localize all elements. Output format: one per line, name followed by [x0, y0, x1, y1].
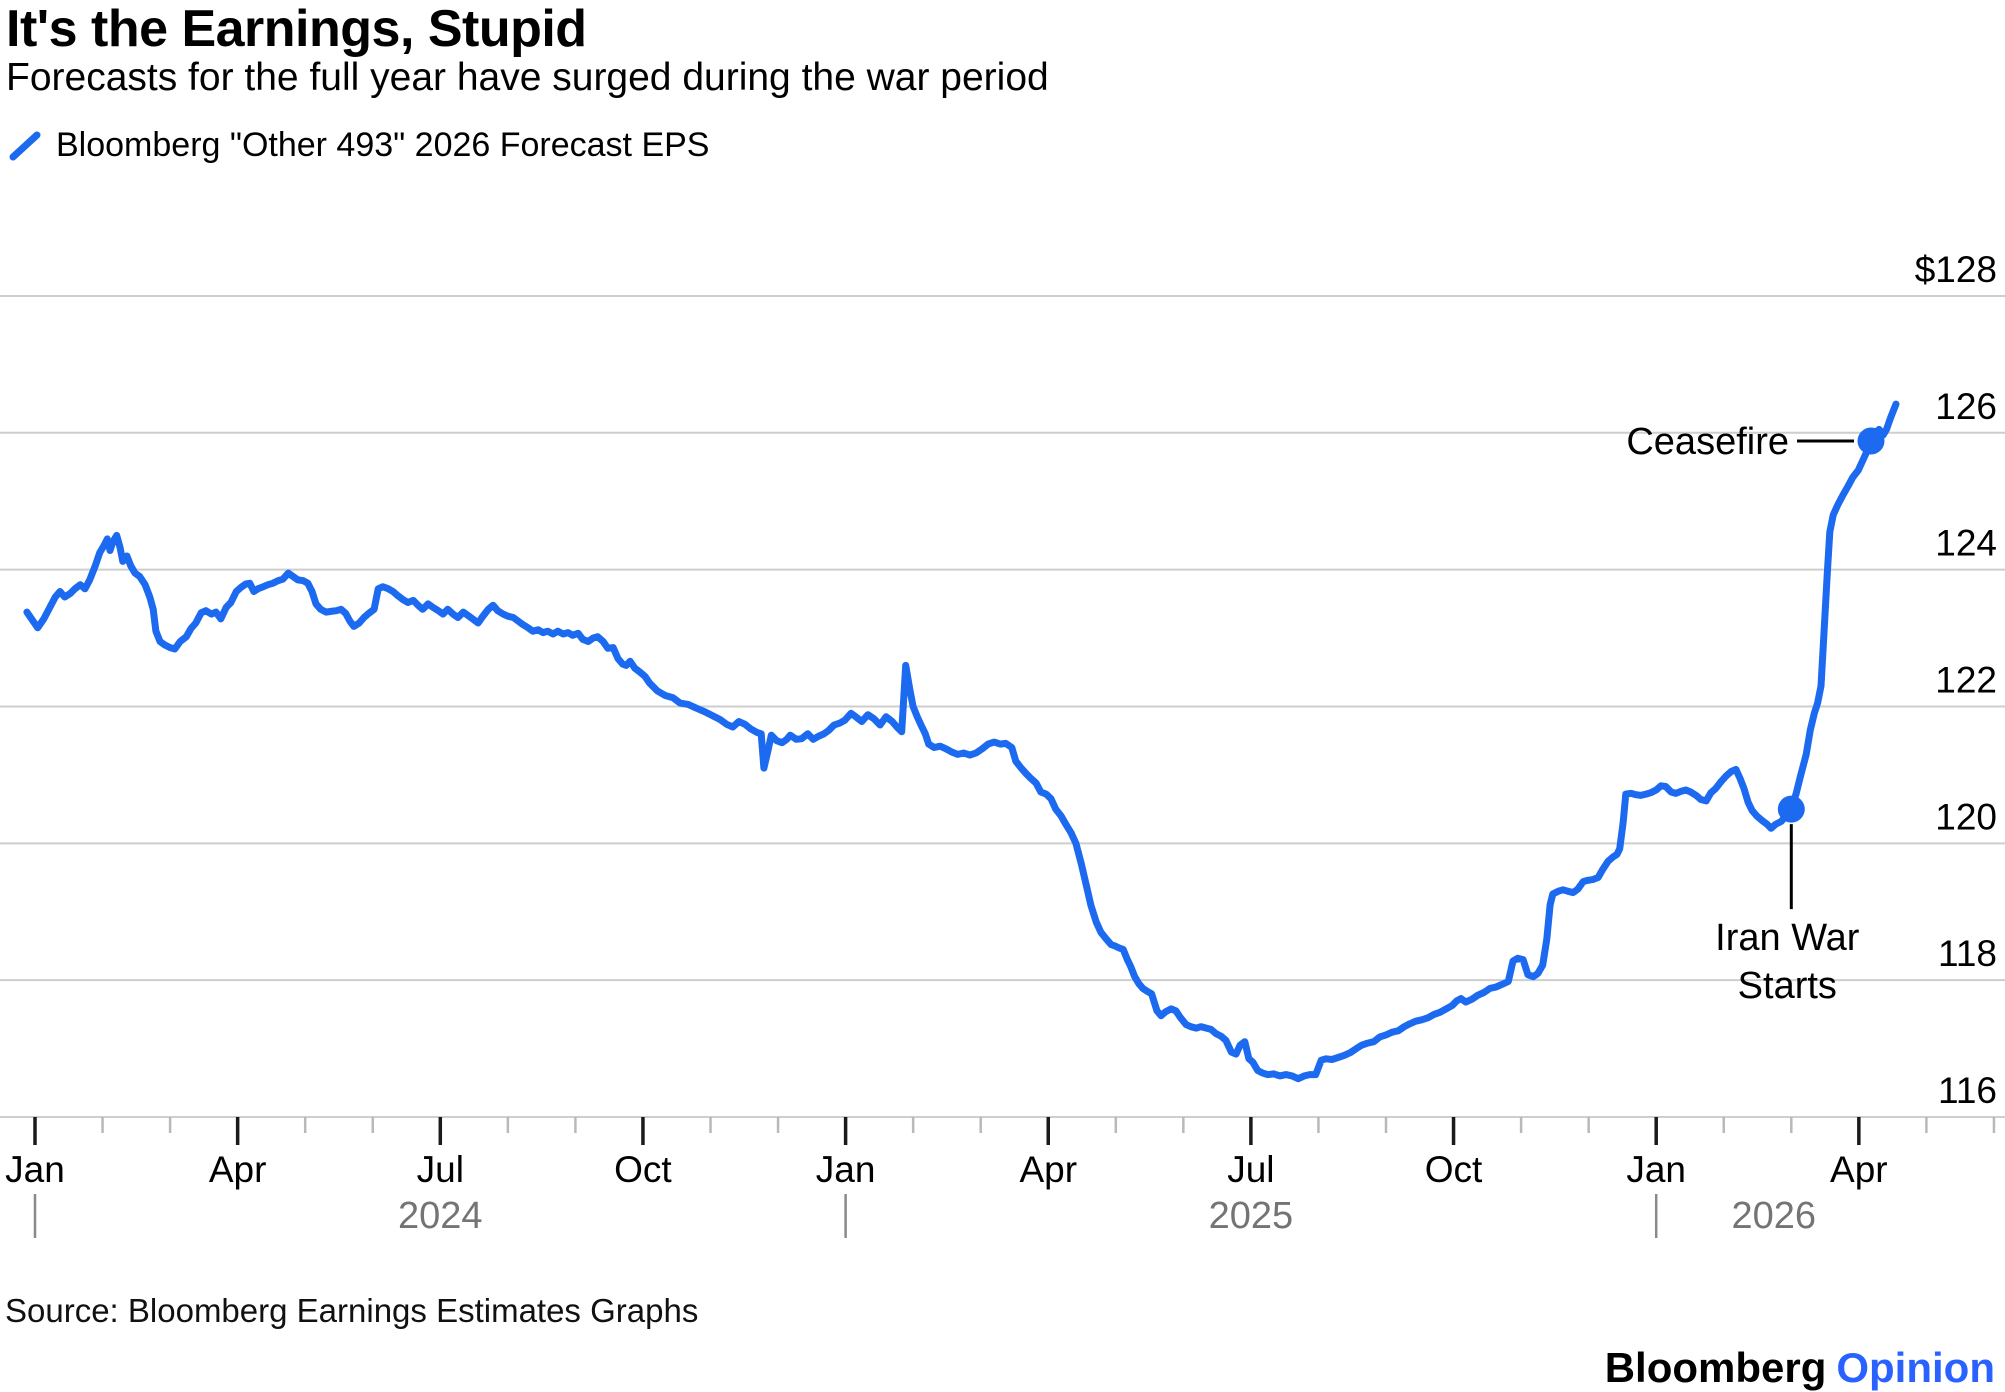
- legend-line-swatch-icon: [9, 131, 41, 160]
- x-axis-label-15: Apr: [1019, 1149, 1077, 1190]
- y-axis-label-126: 126: [1935, 386, 1997, 427]
- x-axis-label-6: Jul: [417, 1149, 464, 1190]
- legend-series-label: Bloomberg "Other 493" 2026 Forecast EPS: [56, 126, 710, 164]
- y-axis-label-118: 118: [1938, 933, 1997, 974]
- y-axis-label-128: $128: [1915, 249, 1997, 290]
- x-axis-label-21: Oct: [1425, 1149, 1483, 1190]
- x-axis-label-0: Jan: [5, 1149, 65, 1190]
- chart-subtitle: Forecasts for the full year have surged …: [6, 56, 1049, 99]
- y-axis-label-122: 122: [1935, 659, 1997, 700]
- x-axis-label-12: Jan: [816, 1149, 876, 1190]
- x-axis-label-27: Apr: [1830, 1149, 1888, 1190]
- brand-name: Bloomberg: [1604, 1344, 1827, 1391]
- x-axis-label-9: Oct: [614, 1149, 672, 1190]
- legend: Bloomberg "Other 493" 2026 Forecast EPS: [8, 126, 710, 165]
- year-label-2024: 2024: [398, 1195, 483, 1237]
- y-axis-label-116: 116: [1938, 1070, 1997, 1111]
- ceasefire-label: Ceasefire: [1626, 421, 1789, 463]
- brand-section: Opinion: [1836, 1344, 1995, 1391]
- source-line: Source: Bloomberg Earnings Estimates Gra…: [5, 1292, 699, 1329]
- x-axis-label-18: Jul: [1227, 1149, 1274, 1190]
- iran-war-starts-dot: [1777, 795, 1805, 823]
- iran-war-starts-label-line2: Starts: [1738, 965, 1837, 1007]
- year-label-2026: 2026: [1731, 1195, 1816, 1237]
- eps-forecast-line: [23, 400, 1900, 1083]
- y-axis-label-124: 124: [1935, 523, 1997, 564]
- ceasefire-dot: [1857, 427, 1885, 455]
- brand-logo: Bloomberg Opinion: [1605, 1344, 1995, 1392]
- x-axis-label-3: Apr: [209, 1149, 267, 1190]
- x-axis-label-24: Jan: [1626, 1149, 1686, 1190]
- year-label-2025: 2025: [1209, 1195, 1294, 1237]
- chart-title: It's the Earnings, Stupid: [6, 0, 587, 58]
- iran-war-starts-label-line1: Iran War: [1715, 917, 1860, 959]
- y-axis-label-120: 120: [1935, 796, 1997, 837]
